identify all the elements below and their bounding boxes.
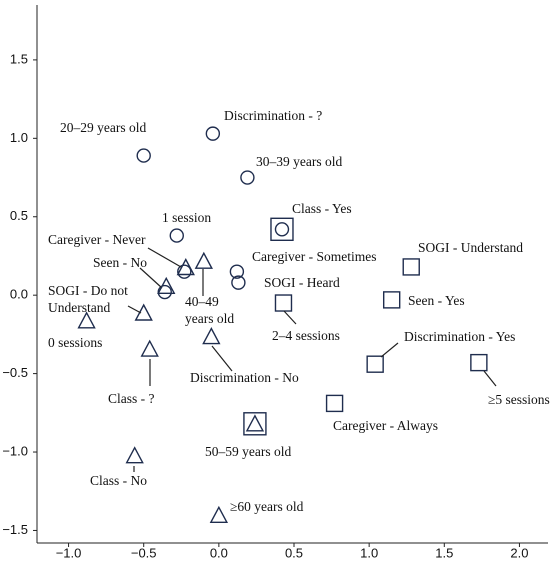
point-label: Class - ? <box>108 391 155 406</box>
point-label: 0 sessions <box>48 335 102 350</box>
leader-line <box>380 342 399 358</box>
point-label: ≥5 sessions <box>488 392 550 407</box>
point-triangle <box>209 505 229 524</box>
x-tick-label: 1.5 <box>435 545 453 560</box>
x-tick-label: 0.5 <box>285 545 303 560</box>
y-tick-label: 1.0 <box>10 130 28 145</box>
point-label: Discrimination - Yes <box>404 329 515 344</box>
point-square <box>382 291 401 309</box>
x-tick-label: −1.0 <box>56 545 82 560</box>
point-circle <box>157 284 172 300</box>
point-label: 30–39 years old <box>256 154 342 169</box>
y-tick-label: −0.5 <box>2 365 28 380</box>
point-circle <box>136 148 151 163</box>
point-label: ≥60 years old <box>230 499 304 514</box>
point-triangle <box>194 251 213 269</box>
point-square <box>470 353 488 372</box>
point-label: Seen - Yes <box>408 293 465 308</box>
point-triangle <box>157 276 176 295</box>
leader-line <box>211 345 233 372</box>
point-label: 50–59 years old <box>205 444 291 459</box>
leader-line <box>483 370 497 387</box>
x-tick-label: 0.0 <box>210 545 228 560</box>
x-tick-label: 2.0 <box>510 545 528 560</box>
point-triangle <box>176 258 195 276</box>
y-tick-label: 0.5 <box>10 208 28 223</box>
leader-line <box>139 267 163 289</box>
point-label: Caregiver - Never <box>48 232 146 247</box>
point-triangle <box>202 327 221 345</box>
point-label: SOGI - Heard <box>264 275 340 290</box>
point-label: Discrimination - No <box>190 370 299 385</box>
point-label: 40–49 <box>185 294 219 309</box>
x-tick-label: −0.5 <box>131 545 157 560</box>
leader-line <box>147 247 182 268</box>
point-label: SOGI - Understand <box>418 240 523 255</box>
point-label: years old <box>185 311 234 326</box>
point-circle <box>274 222 290 237</box>
point-triangle <box>245 414 265 432</box>
point-square <box>243 412 267 436</box>
x-tick-label: 1.0 <box>360 545 378 560</box>
point-label: 20–29 years old <box>60 120 146 135</box>
point-label: Discrimination - ? <box>224 108 322 123</box>
y-tick-label: −1.0 <box>2 443 28 458</box>
point-circle <box>169 228 184 243</box>
point-label: 2–4 sessions <box>272 328 340 343</box>
leader-line <box>127 305 142 314</box>
point-square <box>402 258 420 276</box>
point-circle <box>205 126 221 141</box>
y-tick-label: −1.5 <box>2 522 28 537</box>
point-label: Understand <box>48 300 110 315</box>
point-square <box>366 355 384 373</box>
point-triangle <box>134 303 153 321</box>
y-tick-label: 1.5 <box>10 51 28 66</box>
point-label: Caregiver - Sometimes <box>252 249 376 264</box>
point-circle <box>231 275 246 290</box>
point-triangle <box>140 339 159 357</box>
point-triangle <box>125 446 144 464</box>
point-label: Class - Yes <box>292 201 352 216</box>
point-square <box>325 394 344 413</box>
y-tick-label: 0.0 <box>10 287 28 302</box>
point-label: 1 session <box>162 210 211 225</box>
leader-line <box>283 310 297 325</box>
point-circle <box>240 170 255 185</box>
point-label: Class - No <box>90 473 147 488</box>
point-label: Caregiver - Always <box>333 418 438 433</box>
point-square <box>274 294 293 312</box>
ticks: −1.0 −0.5 0.0 0.5 1.0 1.5 2.0 1.5 1.0 0.5 0.0 −0.5 −… <box>2 51 528 560</box>
point-circle <box>229 264 245 279</box>
point-label: SOGI - Do not <box>48 283 128 298</box>
point-triangle <box>77 311 96 329</box>
point-label: Seen - No <box>93 255 147 270</box>
point-square <box>270 217 294 241</box>
point-circle <box>177 264 192 279</box>
